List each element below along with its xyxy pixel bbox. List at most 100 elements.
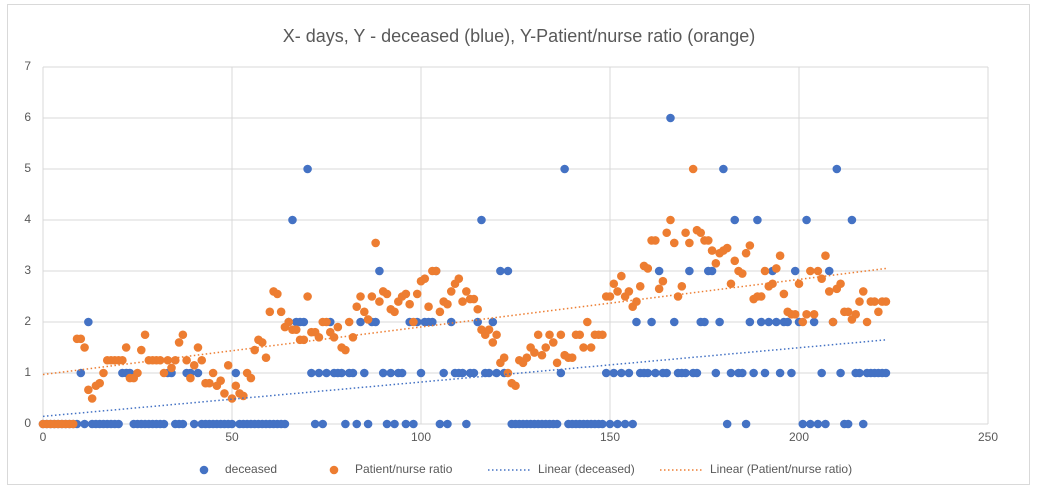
point [651, 368, 660, 378]
trendline [42, 339, 887, 418]
point [231, 381, 241, 391]
point [239, 391, 248, 401]
point [817, 368, 826, 378]
point [832, 164, 842, 174]
point [484, 368, 494, 378]
point [881, 297, 891, 306]
point [855, 297, 864, 306]
point [416, 368, 426, 378]
point [677, 282, 687, 291]
point [356, 292, 365, 301]
point [522, 353, 532, 363]
point [617, 368, 626, 378]
point [250, 345, 259, 355]
legend-label: deceased [225, 462, 277, 476]
point [666, 113, 675, 123]
point [802, 215, 811, 225]
point [817, 274, 826, 283]
legend-marker [199, 465, 209, 475]
point [598, 419, 607, 429]
point [745, 317, 755, 327]
point [662, 368, 671, 378]
point [299, 335, 309, 345]
point [511, 381, 520, 391]
point [806, 419, 815, 429]
point [658, 276, 668, 286]
point [624, 368, 634, 378]
point [530, 348, 539, 357]
point [583, 317, 592, 327]
point [322, 368, 331, 378]
point [159, 368, 169, 378]
point [163, 355, 173, 365]
point [299, 317, 309, 327]
x-tick-label: 250 [978, 430, 998, 444]
point [711, 368, 721, 378]
point [227, 394, 237, 403]
point [341, 345, 350, 355]
x-tick-label: 0 [40, 430, 47, 444]
legend-label: Linear (deceased) [538, 462, 635, 476]
point [443, 299, 452, 309]
point [420, 274, 430, 283]
point [541, 343, 551, 352]
point [643, 368, 653, 378]
point [756, 317, 766, 327]
point [303, 292, 312, 301]
point [719, 164, 728, 174]
point [473, 304, 483, 314]
point [715, 317, 724, 327]
point [533, 330, 543, 340]
point [322, 317, 331, 327]
point [477, 215, 486, 225]
point [499, 353, 509, 363]
point [390, 307, 399, 317]
point [726, 279, 736, 289]
point [764, 317, 774, 327]
point [80, 343, 89, 352]
point [178, 330, 188, 340]
point [775, 368, 785, 378]
point [382, 289, 392, 299]
point [711, 259, 721, 268]
point [378, 368, 388, 378]
point [556, 368, 566, 378]
point [159, 419, 169, 429]
point [348, 368, 358, 378]
chart-title: X- days, Y - deceased (blue), Y-Patient/… [283, 26, 756, 46]
point [549, 338, 558, 347]
x-tick-label: 150 [600, 430, 620, 444]
point [651, 236, 660, 245]
point [95, 378, 104, 388]
point [794, 279, 804, 289]
point [484, 325, 494, 334]
point [428, 317, 437, 327]
point [174, 338, 184, 347]
trendline [42, 267, 887, 376]
point [136, 345, 146, 355]
point [276, 307, 286, 317]
point [760, 368, 770, 378]
y-tick-label: 4 [24, 212, 31, 226]
point [458, 297, 467, 306]
point [772, 264, 781, 273]
point [352, 302, 362, 312]
point [231, 368, 241, 378]
point [208, 368, 218, 378]
point [121, 343, 131, 352]
point [609, 279, 619, 289]
point [273, 289, 282, 299]
point [745, 241, 755, 250]
point [605, 419, 615, 429]
point [439, 368, 448, 378]
point [696, 228, 706, 238]
point [654, 266, 664, 276]
point [552, 419, 562, 429]
point [707, 266, 717, 276]
point [314, 333, 324, 342]
point [443, 419, 452, 429]
point [669, 238, 679, 248]
point [813, 419, 823, 429]
point [685, 266, 694, 276]
point [753, 215, 762, 225]
